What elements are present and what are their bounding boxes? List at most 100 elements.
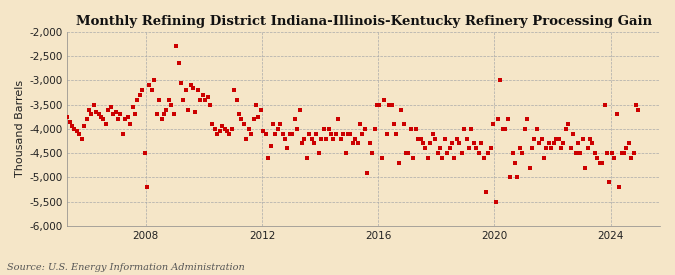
Point <box>560 127 571 131</box>
Point <box>79 124 90 129</box>
Point <box>277 131 288 136</box>
Point <box>263 156 273 160</box>
Point <box>367 151 377 155</box>
Point <box>246 131 256 136</box>
Point <box>61 115 72 119</box>
Point <box>308 141 319 146</box>
Point <box>594 161 605 165</box>
Point <box>500 127 511 131</box>
Point <box>495 78 506 82</box>
Point <box>311 131 322 136</box>
Y-axis label: Thousand Barrels: Thousand Barrels <box>15 80 25 177</box>
Point <box>149 78 160 82</box>
Point <box>161 107 172 112</box>
Point <box>633 107 644 112</box>
Point <box>105 105 116 109</box>
Point <box>408 156 418 160</box>
Point <box>200 98 211 102</box>
Point <box>374 103 385 107</box>
Point <box>505 175 516 180</box>
Point <box>526 146 537 150</box>
Point <box>386 103 397 107</box>
Point <box>287 131 298 136</box>
Point <box>234 112 244 117</box>
Point <box>583 146 593 150</box>
Point <box>597 161 608 165</box>
Point <box>142 185 153 189</box>
Point <box>296 141 307 146</box>
Point <box>331 131 342 136</box>
Point <box>217 124 227 129</box>
Point <box>563 122 574 126</box>
Point <box>122 115 133 119</box>
Point <box>81 117 92 122</box>
Point <box>614 185 624 189</box>
Point <box>510 161 520 165</box>
Point <box>67 124 78 129</box>
Point <box>415 136 426 141</box>
Point <box>238 122 249 126</box>
Point <box>468 141 479 146</box>
Point <box>88 103 99 107</box>
Point <box>425 141 435 146</box>
Point <box>531 127 542 131</box>
Point <box>313 151 324 155</box>
Point <box>110 110 121 114</box>
Point <box>350 136 360 141</box>
Point <box>621 146 632 150</box>
Point <box>168 112 179 117</box>
Point <box>319 127 329 131</box>
Point <box>190 110 201 114</box>
Point <box>512 175 523 180</box>
Point <box>103 107 113 112</box>
Point <box>354 122 365 126</box>
Point <box>163 98 174 102</box>
Point <box>261 131 271 136</box>
Point <box>466 127 477 131</box>
Point <box>396 107 406 112</box>
Point <box>524 166 535 170</box>
Point <box>630 103 641 107</box>
Point <box>517 151 528 155</box>
Point <box>328 136 339 141</box>
Point <box>154 98 165 102</box>
Point <box>299 136 310 141</box>
Point <box>221 129 232 134</box>
Point <box>205 103 215 107</box>
Point <box>185 83 196 87</box>
Point <box>343 131 354 136</box>
Point <box>304 131 315 136</box>
Point <box>108 112 119 117</box>
Point <box>284 131 295 136</box>
Point <box>546 146 557 150</box>
Point <box>335 136 346 141</box>
Point <box>360 127 371 131</box>
Point <box>202 95 213 100</box>
Point <box>447 141 458 146</box>
Point <box>543 141 554 146</box>
Point <box>464 146 475 150</box>
Point <box>556 146 566 150</box>
Point <box>333 117 344 122</box>
Point <box>592 156 603 160</box>
Point <box>481 190 491 194</box>
Point <box>488 122 499 126</box>
Point <box>389 122 400 126</box>
Point <box>59 117 70 122</box>
Point <box>241 136 252 141</box>
Point <box>243 127 254 131</box>
Point <box>323 127 334 131</box>
Point <box>72 129 82 134</box>
Point <box>232 98 242 102</box>
Title: Monthly Refining District Indiana-Illinois-Kentucky Refinery Processing Gain: Monthly Refining District Indiana-Illino… <box>76 15 652 28</box>
Point <box>362 170 373 175</box>
Point <box>348 141 358 146</box>
Point <box>279 136 290 141</box>
Point <box>197 93 208 97</box>
Point <box>624 141 634 146</box>
Point <box>98 117 109 122</box>
Point <box>115 112 126 117</box>
Point <box>485 146 496 150</box>
Point <box>74 131 84 136</box>
Point <box>558 141 569 146</box>
